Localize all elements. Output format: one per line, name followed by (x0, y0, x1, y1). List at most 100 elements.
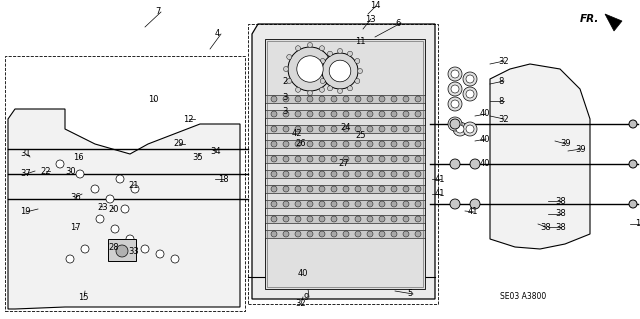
Bar (265, 125, 425, 133)
Text: 3: 3 (282, 107, 287, 115)
Circle shape (391, 126, 397, 132)
Circle shape (391, 111, 397, 117)
Circle shape (629, 160, 637, 168)
Circle shape (343, 231, 349, 237)
Bar (265, 155, 425, 163)
Text: 32: 32 (295, 300, 306, 308)
Circle shape (171, 255, 179, 263)
Circle shape (355, 58, 360, 63)
Text: 17: 17 (70, 222, 81, 232)
Circle shape (463, 122, 477, 136)
Circle shape (287, 55, 292, 60)
Text: 15: 15 (78, 293, 88, 301)
Circle shape (415, 96, 421, 102)
Circle shape (319, 126, 325, 132)
Polygon shape (605, 14, 622, 31)
Text: 10: 10 (148, 94, 159, 103)
Circle shape (451, 70, 459, 78)
Circle shape (367, 231, 373, 237)
Circle shape (391, 141, 397, 147)
Circle shape (470, 199, 480, 209)
Circle shape (295, 216, 301, 222)
Circle shape (116, 175, 124, 183)
Circle shape (271, 156, 277, 162)
Circle shape (367, 201, 373, 207)
Circle shape (307, 231, 313, 237)
Text: 23: 23 (97, 203, 108, 211)
Circle shape (456, 125, 464, 133)
Bar (265, 230, 425, 238)
Circle shape (343, 126, 349, 132)
Circle shape (450, 119, 460, 129)
Bar (265, 95, 425, 103)
Text: 7: 7 (155, 8, 161, 17)
Circle shape (448, 97, 462, 111)
Circle shape (271, 126, 277, 132)
Bar (265, 140, 425, 148)
Text: 3: 3 (282, 93, 287, 101)
Circle shape (331, 96, 337, 102)
Circle shape (331, 126, 337, 132)
Text: 40: 40 (298, 270, 308, 278)
Text: 33: 33 (128, 247, 139, 256)
Text: 14: 14 (370, 2, 381, 11)
Circle shape (355, 231, 361, 237)
Circle shape (451, 120, 459, 128)
Circle shape (415, 231, 421, 237)
Circle shape (322, 53, 358, 89)
Circle shape (629, 120, 637, 128)
Circle shape (379, 171, 385, 177)
Text: 41: 41 (468, 207, 479, 217)
Circle shape (367, 216, 373, 222)
Circle shape (403, 141, 409, 147)
Circle shape (81, 245, 89, 253)
Circle shape (307, 156, 313, 162)
Circle shape (319, 156, 325, 162)
Circle shape (355, 201, 361, 207)
Circle shape (355, 156, 361, 162)
Circle shape (295, 171, 301, 177)
Circle shape (66, 255, 74, 263)
Circle shape (141, 245, 149, 253)
Circle shape (295, 156, 301, 162)
Circle shape (343, 216, 349, 222)
Text: 6: 6 (395, 19, 401, 27)
Text: 41: 41 (435, 189, 445, 198)
Polygon shape (252, 24, 435, 299)
Circle shape (111, 225, 119, 233)
Circle shape (379, 141, 385, 147)
Circle shape (131, 185, 139, 193)
Circle shape (317, 69, 323, 73)
Text: 18: 18 (218, 174, 228, 183)
Circle shape (391, 216, 397, 222)
Polygon shape (8, 109, 240, 309)
Circle shape (379, 126, 385, 132)
Circle shape (391, 186, 397, 192)
Circle shape (320, 58, 325, 63)
Circle shape (415, 141, 421, 147)
Circle shape (343, 111, 349, 117)
Circle shape (283, 126, 289, 132)
Text: 31: 31 (20, 150, 31, 159)
Circle shape (355, 171, 361, 177)
Circle shape (331, 141, 337, 147)
Text: 39: 39 (575, 145, 586, 153)
Circle shape (415, 111, 421, 117)
Bar (5, 56, 245, 311)
Circle shape (391, 156, 397, 162)
Circle shape (403, 216, 409, 222)
Circle shape (271, 201, 277, 207)
Circle shape (271, 186, 277, 192)
Circle shape (403, 96, 409, 102)
Circle shape (329, 60, 351, 82)
Circle shape (355, 78, 360, 84)
Circle shape (307, 186, 313, 192)
Circle shape (391, 201, 397, 207)
Circle shape (415, 216, 421, 222)
Circle shape (283, 231, 289, 237)
Text: 16: 16 (73, 152, 84, 161)
Bar (265, 170, 425, 178)
Text: 21: 21 (128, 182, 138, 190)
Text: 38: 38 (540, 222, 551, 232)
Circle shape (451, 100, 459, 108)
